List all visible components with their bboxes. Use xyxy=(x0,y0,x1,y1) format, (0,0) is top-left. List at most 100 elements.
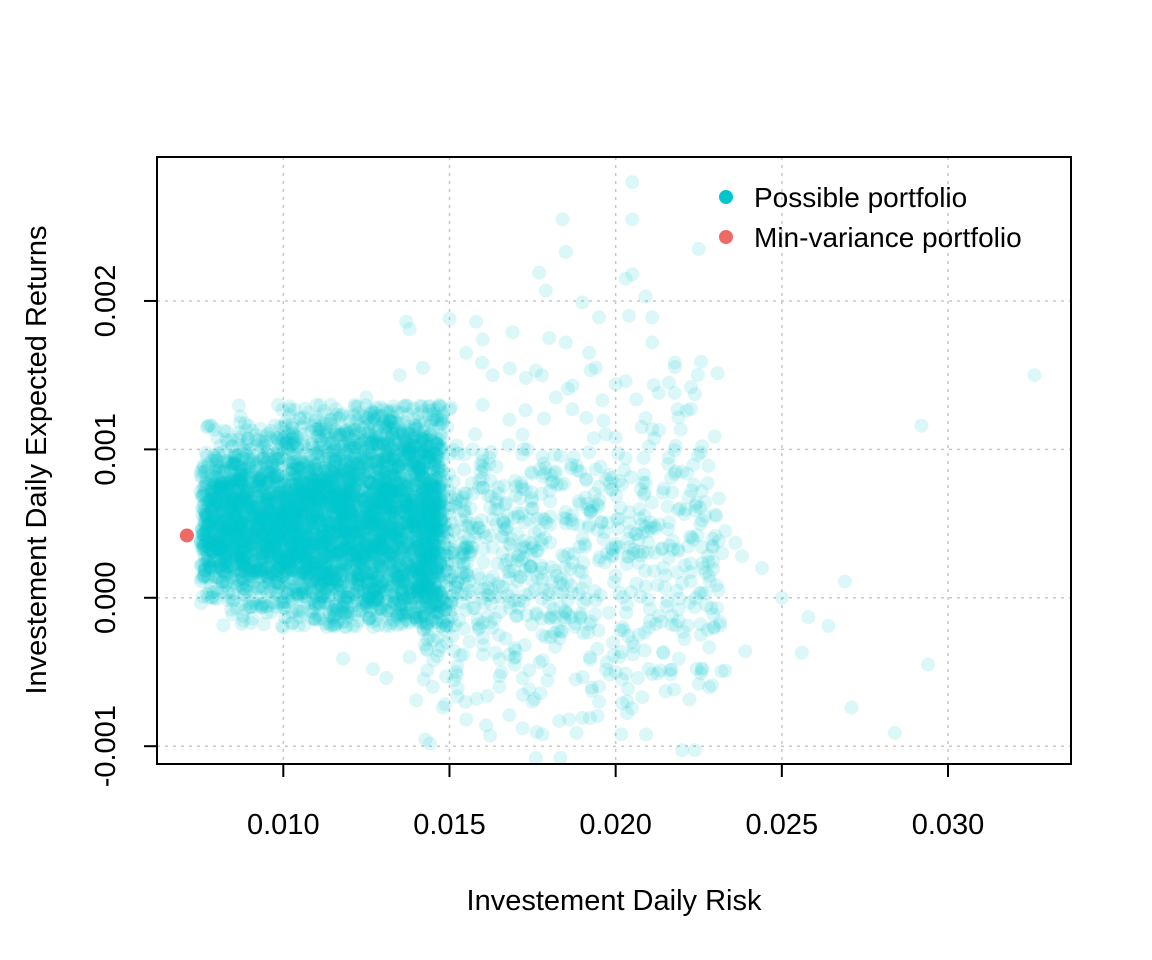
possible-portfolio-point xyxy=(282,480,297,495)
possible-portfolio-point xyxy=(369,436,384,451)
possible-portfolio-point xyxy=(338,593,353,608)
possible-portfolio-point xyxy=(242,545,257,559)
possible-portfolio-point xyxy=(323,412,337,427)
possible-portfolio-point xyxy=(350,577,365,592)
possible-portfolio-point xyxy=(294,548,309,562)
possible-portfolio-point xyxy=(377,473,392,488)
possible-portfolio-point xyxy=(320,524,335,539)
possible-portfolio-point xyxy=(245,500,260,515)
possible-portfolio-point xyxy=(316,523,331,538)
possible-portfolio-point xyxy=(333,516,348,531)
possible-portfolio-point xyxy=(370,454,385,469)
possible-portfolio-point xyxy=(370,519,385,534)
possible-portfolio-point xyxy=(395,608,410,623)
possible-portfolio-point xyxy=(320,473,335,488)
possible-portfolio-point xyxy=(329,493,344,508)
possible-portfolio-point xyxy=(206,585,221,599)
possible-portfolio-point xyxy=(349,467,364,482)
possible-portfolio-point xyxy=(317,528,332,543)
possible-portfolio-point xyxy=(425,586,440,601)
possible-portfolio-point xyxy=(411,501,426,515)
possible-portfolio-point xyxy=(282,523,297,538)
possible-portfolio-point xyxy=(313,544,328,559)
possible-portfolio-point xyxy=(360,516,374,531)
possible-portfolio-point xyxy=(346,587,361,602)
possible-portfolio-point xyxy=(404,501,419,516)
possible-portfolio-point xyxy=(386,539,401,554)
possible-portfolio-point xyxy=(327,549,342,564)
possible-portfolio-point xyxy=(349,513,364,528)
possible-portfolio-point xyxy=(223,502,238,517)
possible-portfolio-point xyxy=(377,579,392,594)
possible-portfolio-point xyxy=(340,485,355,500)
possible-portfolio-point xyxy=(280,501,295,516)
possible-portfolio-point xyxy=(304,517,319,532)
possible-portfolio-point xyxy=(324,526,339,541)
possible-portfolio-point xyxy=(296,433,311,448)
possible-portfolio-point xyxy=(329,547,344,562)
possible-portfolio-point xyxy=(365,517,380,532)
possible-portfolio-point xyxy=(320,476,335,491)
possible-portfolio-point xyxy=(199,476,214,491)
possible-portfolio-point xyxy=(340,462,355,477)
possible-portfolio-point xyxy=(281,551,296,566)
possible-portfolio-point xyxy=(249,515,264,530)
possible-portfolio-point xyxy=(233,488,248,503)
possible-portfolio-point xyxy=(403,496,418,511)
possible-portfolio-point xyxy=(283,538,298,553)
possible-portfolio-point xyxy=(278,584,293,599)
possible-portfolio-point xyxy=(434,618,449,633)
possible-portfolio-point xyxy=(344,586,359,600)
possible-portfolio-point xyxy=(226,562,241,577)
possible-portfolio-point xyxy=(430,562,445,577)
possible-portfolio-point xyxy=(236,451,251,466)
possible-portfolio-point xyxy=(340,444,355,459)
possible-portfolio-point xyxy=(398,439,413,454)
possible-portfolio-point xyxy=(332,522,347,537)
possible-portfolio-point xyxy=(262,573,277,588)
possible-portfolio-point xyxy=(268,496,282,510)
possible-portfolio-point xyxy=(292,542,307,557)
possible-portfolio-point xyxy=(639,727,653,742)
possible-portfolio-point xyxy=(364,600,379,615)
possible-portfolio-point xyxy=(269,543,284,557)
possible-portfolio-point xyxy=(278,435,293,450)
possible-portfolio-point xyxy=(373,601,388,616)
possible-portfolio-point xyxy=(367,534,382,549)
possible-portfolio-point xyxy=(251,515,266,530)
possible-portfolio-point xyxy=(195,462,210,477)
possible-portfolio-point xyxy=(313,419,328,434)
possible-portfolio-point xyxy=(240,539,255,554)
possible-portfolio-point xyxy=(326,562,341,577)
possible-portfolio-point xyxy=(406,427,421,442)
possible-portfolio-point xyxy=(231,398,246,413)
possible-portfolio-point xyxy=(427,492,442,507)
possible-portfolio-point xyxy=(314,551,329,566)
possible-portfolio-point xyxy=(210,537,225,552)
possible-portfolio-point xyxy=(232,528,247,543)
possible-portfolio-point xyxy=(343,437,358,452)
possible-portfolio-point xyxy=(411,475,425,490)
possible-portfolio-point xyxy=(417,589,432,603)
possible-portfolio-point xyxy=(403,461,418,476)
possible-portfolio-point xyxy=(258,538,273,553)
possible-portfolio-point xyxy=(373,573,388,588)
possible-portfolio-point xyxy=(425,481,440,496)
possible-portfolio-point xyxy=(339,423,354,438)
possible-portfolio-point xyxy=(304,555,319,570)
possible-portfolio-point xyxy=(327,607,342,622)
possible-portfolio-point xyxy=(435,409,450,424)
possible-portfolio-point xyxy=(260,513,275,528)
possible-portfolio-point xyxy=(368,426,383,441)
possible-portfolio-point xyxy=(419,488,434,503)
possible-portfolio-point xyxy=(355,557,370,572)
possible-portfolio-point xyxy=(215,574,230,589)
possible-portfolio-point xyxy=(275,451,289,466)
possible-portfolio-point xyxy=(234,514,249,529)
possible-portfolio-point xyxy=(197,528,212,543)
possible-portfolio-point xyxy=(360,574,375,589)
possible-portfolio-point xyxy=(333,517,348,531)
possible-portfolio-point xyxy=(325,492,340,507)
possible-portfolio-point xyxy=(415,496,430,511)
possible-portfolio-point xyxy=(408,600,423,614)
